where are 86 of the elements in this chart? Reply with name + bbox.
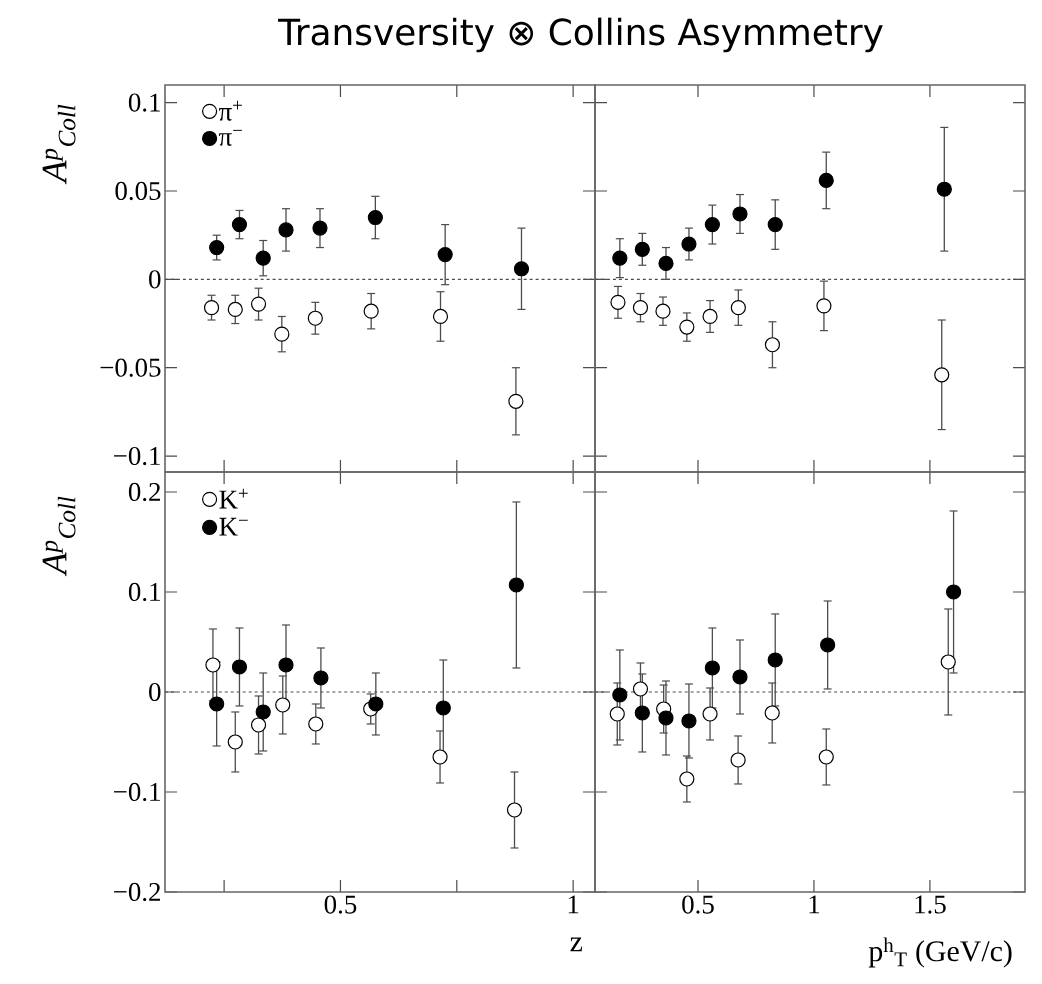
point: [634, 241, 650, 257]
legend-label: K$^{+}$: [219, 488, 248, 509]
point: [612, 250, 628, 266]
point: [313, 670, 329, 686]
point: [704, 660, 720, 676]
point: [227, 301, 243, 317]
x-axis-title: z: [570, 937, 583, 952]
point: [767, 216, 783, 233]
point: [513, 261, 530, 277]
y-tick-label: 0.2: [128, 482, 161, 502]
point: [508, 393, 524, 409]
y-tick-label: 0.05: [115, 181, 161, 201]
point: [818, 172, 834, 189]
point: [681, 236, 697, 252]
point: [655, 303, 671, 319]
point: [681, 713, 697, 729]
point: [612, 687, 628, 703]
point: [312, 220, 328, 236]
x-tick-label: 0.5: [682, 895, 714, 914]
legend-label: K$^{−}$: [219, 517, 248, 536]
point: [820, 637, 836, 653]
y-tick-label: 0: [149, 270, 161, 289]
y-tick-label: 0.1: [128, 582, 160, 602]
chart-title: Transversity ⊗ Collins Asymmetry: [278, 17, 883, 53]
point: [274, 326, 290, 342]
x-tick-label: 1: [568, 895, 579, 914]
point: [278, 222, 294, 238]
point: [609, 706, 625, 722]
point: [610, 294, 626, 310]
y-tick-label: 0.1: [128, 93, 160, 112]
point: [702, 706, 718, 722]
point: [632, 300, 649, 316]
legend-label: π$^{+}$: [218, 100, 242, 121]
y-tick-label: −0.05: [100, 358, 161, 377]
y-axis-title: A$^{p}$Coll: [42, 496, 76, 577]
point: [227, 734, 243, 750]
point: [732, 206, 748, 222]
point: [936, 181, 952, 197]
point: [255, 250, 271, 266]
x-tick-label: 1.5: [915, 895, 946, 914]
point: [437, 247, 453, 263]
point: [679, 771, 695, 787]
point: [818, 749, 834, 765]
y-tick-label: −0.2: [114, 882, 161, 902]
y-tick-label: 0: [149, 682, 161, 702]
point: [730, 752, 746, 768]
point: [934, 367, 950, 383]
x-tick-label: 1: [809, 895, 820, 914]
point: [308, 716, 324, 732]
point: [702, 308, 718, 325]
point: [658, 255, 674, 272]
legend-label: π$^{−}$: [218, 129, 242, 146]
point: [435, 700, 451, 716]
point: [816, 298, 832, 314]
point: [367, 209, 383, 226]
point: [658, 710, 674, 726]
point: [209, 239, 225, 256]
point: [231, 659, 248, 675]
point: [363, 303, 379, 319]
y-tick-label: −0.1: [114, 446, 160, 466]
point: [767, 652, 783, 668]
point: [250, 296, 267, 312]
point: [632, 681, 649, 697]
point: [764, 705, 780, 721]
point: [634, 705, 650, 721]
point: [732, 669, 748, 685]
point: [255, 704, 271, 720]
point: [704, 216, 720, 233]
point: [506, 802, 523, 818]
point: [945, 584, 962, 600]
point: [679, 319, 695, 335]
point: [307, 310, 323, 326]
point: [730, 300, 746, 316]
point: [764, 337, 781, 353]
point: [250, 717, 267, 733]
point: [203, 300, 220, 316]
x-axis-title: p$^{h}$$_{T}$ (GeV/c): [868, 937, 1012, 968]
point: [275, 697, 291, 713]
point: [278, 657, 294, 673]
point: [508, 577, 524, 593]
point: [231, 216, 248, 233]
point: [432, 308, 449, 325]
y-tick-label: −0.1: [114, 782, 160, 802]
x-tick-label: 0.5: [324, 895, 357, 914]
point: [940, 654, 956, 670]
y-axis-title: A$^{p}$Coll: [42, 104, 76, 185]
